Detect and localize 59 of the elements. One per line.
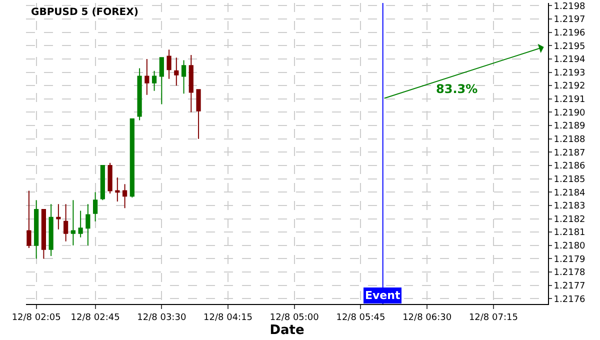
candlestick bbox=[174, 57, 179, 86]
y-tick-label: 1.2183 bbox=[554, 202, 586, 212]
candlestick bbox=[188, 54, 194, 113]
candlestick bbox=[26, 190, 32, 249]
candlestick bbox=[64, 204, 68, 242]
y-tick-label: 1.2178 bbox=[554, 268, 586, 278]
candlestick bbox=[166, 49, 172, 80]
candlestick bbox=[41, 208, 46, 260]
y-tick-label: 1.2181 bbox=[554, 228, 586, 238]
candlestick bbox=[144, 58, 150, 96]
y-tick-label: 1.2179 bbox=[554, 254, 586, 265]
y-tick-label: 1.2180 bbox=[554, 242, 586, 252]
candlestick bbox=[159, 57, 164, 105]
y-tick-label: 1.2185 bbox=[554, 174, 586, 185]
candlestick bbox=[196, 89, 201, 140]
x-tick-label: 12/8 02:45 bbox=[70, 312, 120, 323]
candlestick bbox=[137, 68, 142, 121]
candlestick bbox=[78, 210, 83, 238]
y-tick-label: 1.2196 bbox=[554, 28, 586, 38]
chart-title: GBPUSD 5 (FOREX) bbox=[31, 7, 138, 18]
x-tick-label: 12/8 06:30 bbox=[402, 312, 452, 323]
y-tick-label: 1.2189 bbox=[554, 122, 586, 132]
x-tick-label: 12/8 02:05 bbox=[12, 312, 61, 323]
y-tick-label: 1.2186 bbox=[554, 162, 586, 172]
candlestick bbox=[108, 162, 112, 194]
ref-line-label: Event bbox=[365, 289, 400, 302]
y-tick-label: 1.2184 bbox=[554, 188, 586, 198]
y-tick-label: 1.2192 bbox=[554, 82, 586, 92]
candlestick bbox=[100, 164, 105, 201]
y-tick-label: 1.2176 bbox=[554, 294, 586, 305]
y-tick-label: 1.2195 bbox=[554, 42, 586, 52]
x-axis-title: Date bbox=[270, 322, 304, 338]
candlestick bbox=[93, 192, 98, 222]
y-tick-label: 1.2193 bbox=[554, 68, 586, 78]
y-tick-label: 1.2197 bbox=[554, 15, 586, 26]
y-tick-label: 1.2188 bbox=[554, 135, 586, 145]
candlestick bbox=[86, 204, 90, 246]
candlestick bbox=[48, 204, 54, 257]
y-tick-label: 1.2177 bbox=[554, 282, 586, 292]
candlestick bbox=[181, 60, 186, 94]
candlestick bbox=[152, 70, 157, 92]
y-tick-label: 1.2182 bbox=[554, 214, 586, 225]
candlestick bbox=[70, 200, 76, 246]
y-tick-label: 1.2190 bbox=[554, 108, 586, 118]
y-tick-label: 1.2187 bbox=[554, 148, 586, 158]
candlestick bbox=[34, 200, 39, 260]
candlestick bbox=[115, 176, 120, 202]
x-tick-label: 12/8 04:15 bbox=[204, 312, 253, 323]
candlestick bbox=[122, 184, 128, 209]
y-tick-label: 1.2191 bbox=[554, 95, 586, 106]
candlestick bbox=[130, 118, 134, 198]
x-tick-label: 12/8 03:30 bbox=[137, 312, 186, 323]
x-tick-label: 12/8 07:15 bbox=[468, 312, 518, 323]
y-tick-label: 1.2198 bbox=[554, 2, 586, 12]
x-tick-label: 12/8 05:00 bbox=[270, 312, 320, 323]
annotation: 83.3% bbox=[436, 82, 478, 96]
x-tick-label: 12/8 05:45 bbox=[336, 312, 386, 323]
y-tick-label: 1.2194 bbox=[554, 55, 586, 66]
candlestick bbox=[56, 204, 61, 230]
